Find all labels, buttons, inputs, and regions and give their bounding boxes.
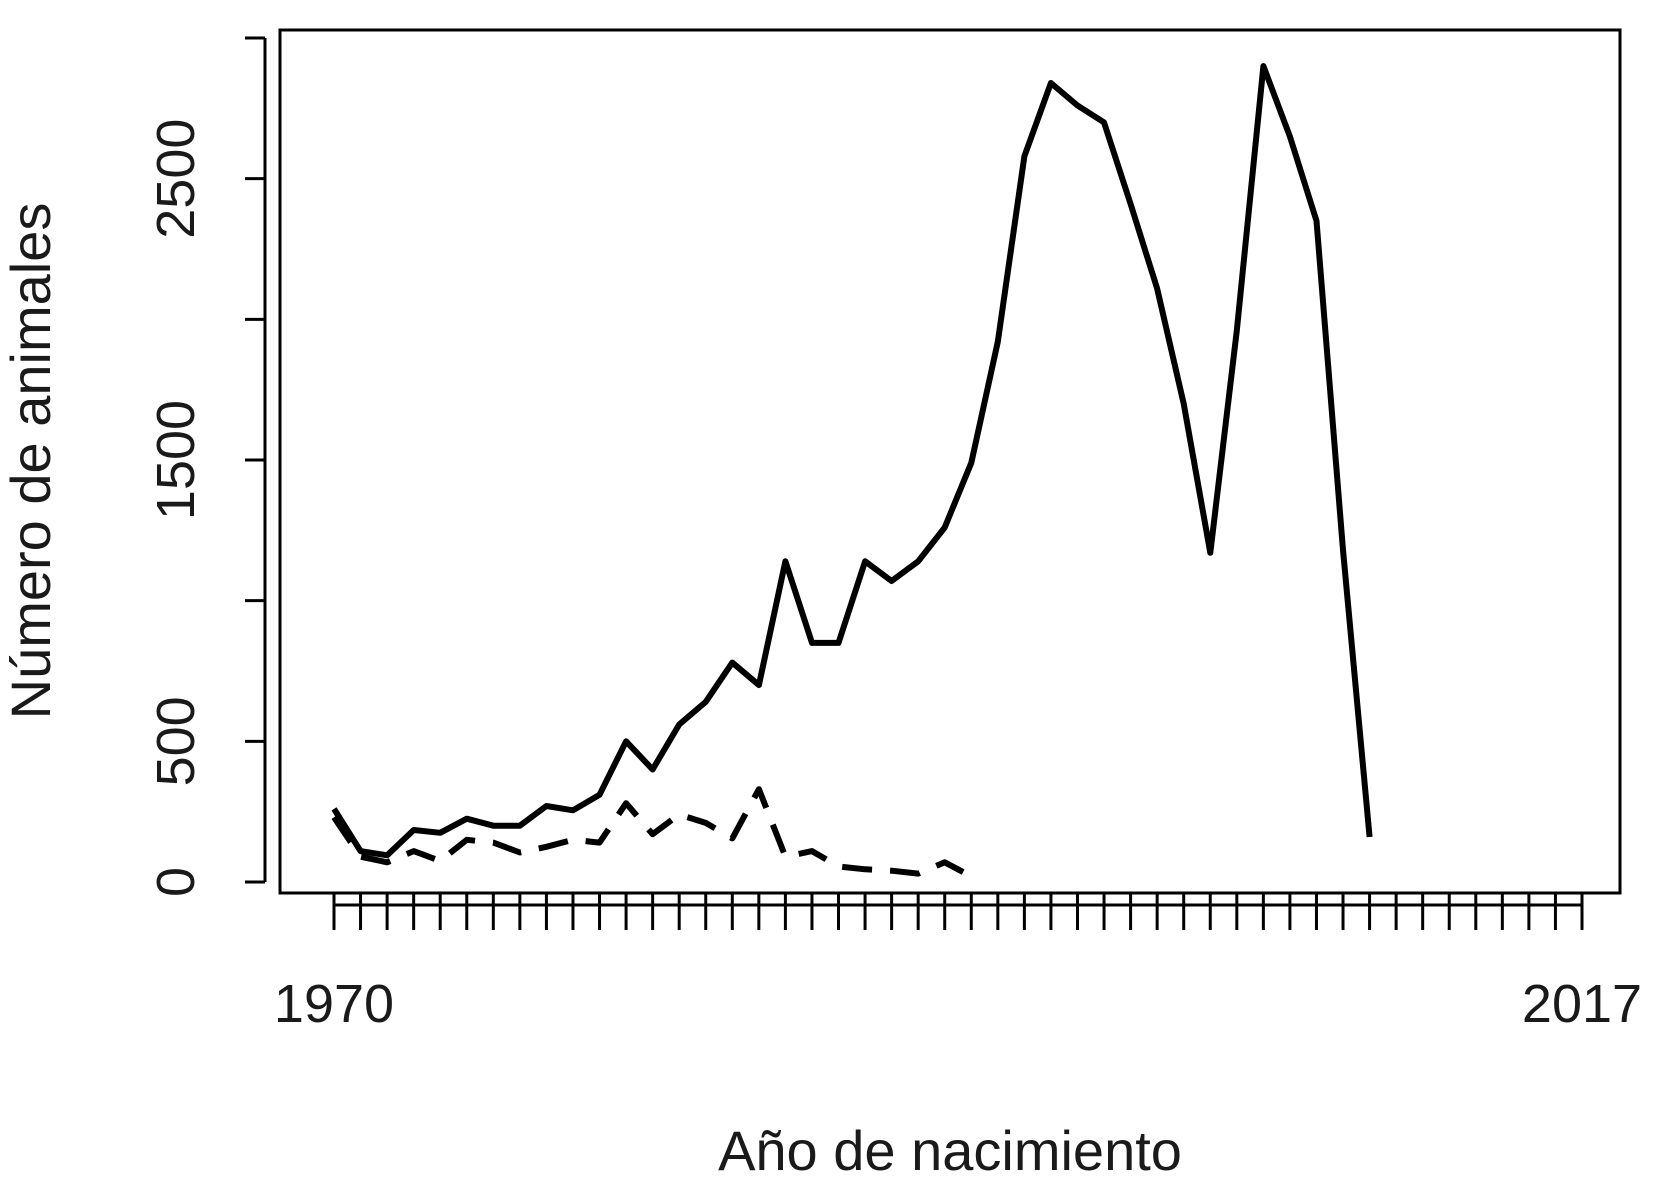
x-axis: 1970 2017 <box>274 893 1642 1034</box>
y-tick-label: 1500 <box>146 400 206 520</box>
y-tick-label: 0 <box>146 867 206 897</box>
x-tick-label: 1970 <box>274 974 394 1034</box>
y-axis: 0 500 1500 2500 <box>146 36 267 897</box>
x-tick-label: 2017 <box>1522 974 1642 1034</box>
plot-frame <box>278 28 1622 895</box>
y-axis-title: Número de animales <box>0 203 62 720</box>
series-line-dashed <box>331 786 973 880</box>
x-axis-title: Año de nacimiento <box>718 1119 1182 1181</box>
y-tick-label: 500 <box>146 696 206 786</box>
series-layer <box>331 63 1373 880</box>
y-tick-label: 2500 <box>146 119 206 239</box>
series-line-solid <box>331 63 1373 859</box>
